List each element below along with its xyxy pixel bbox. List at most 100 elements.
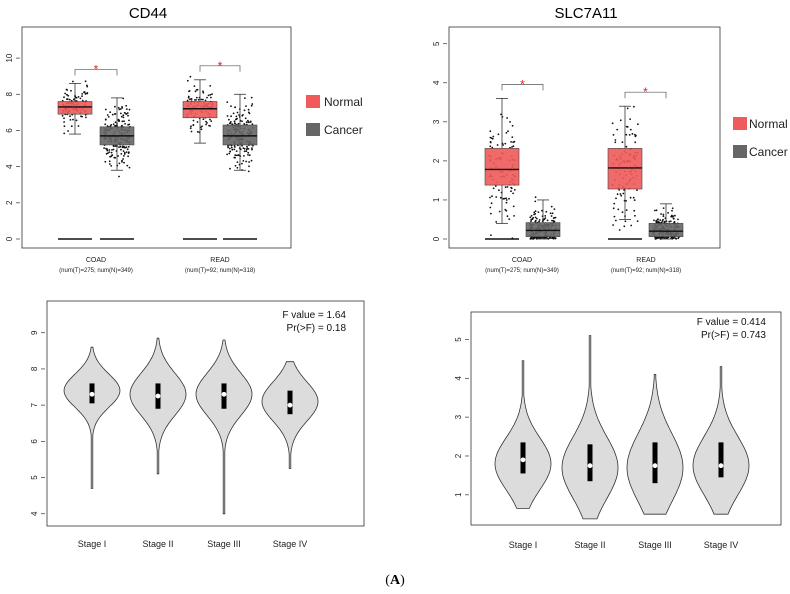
slc7a11-coad-normal-point	[491, 195, 493, 198]
slc7a11-read-normal-point	[636, 220, 639, 223]
slc7a11-read-cancer-point	[654, 209, 656, 212]
cd44-read-normal-point	[200, 98, 203, 101]
slc7a11-plot-frame	[448, 26, 721, 249]
cd44-read-cancer-point	[229, 150, 232, 153]
slc7a11-read-cancer-point	[662, 218, 664, 221]
cd44-read-normal-point	[202, 118, 205, 121]
cd44-read-cancer-point	[250, 159, 253, 162]
cd44-read-cancer-point	[245, 160, 248, 163]
cd44-read-cancer-point	[243, 150, 246, 153]
cd44-coad-cancer-point	[107, 116, 110, 118]
cd44-ytick-label-4: 8	[5, 91, 14, 96]
cd44-read-normal-point	[202, 91, 205, 94]
cd44-legend-cancer-swatch	[306, 123, 320, 136]
slc7a11-coad-cancer-point	[538, 237, 541, 239]
cd44-xsub-read: (num(T)=92; num(N)=318)	[185, 268, 255, 274]
cd44-ytick-label-1: 2	[5, 200, 14, 205]
cd44-read-bracket	[199, 65, 241, 72]
cd44-read-cancer-point	[243, 123, 246, 125]
slc7a11-coad-normal-point	[498, 210, 501, 213]
slc7a11-coad-normal-point	[502, 144, 504, 146]
cd44-coad-cancer-point	[127, 124, 129, 126]
slc7a11-coad-cancer-point	[529, 216, 532, 219]
slc7a11-read-normal-point	[626, 107, 629, 110]
cd44-coad-cancer-point	[125, 151, 128, 154]
slc7a11-read-normal-point	[613, 202, 616, 205]
slc7a11-coad-normal-point	[498, 189, 500, 192]
slc7a11-read-normal-point	[625, 200, 627, 202]
cd44-read-cancer-point	[236, 161, 239, 164]
cd44-read-cancer-point	[247, 170, 250, 173]
cd44-coad-normal-point	[67, 130, 69, 132]
slc7a11-read-normal-point	[625, 145, 628, 148]
slc7a11-coad-normal-point	[511, 146, 513, 148]
cd44-coad-cancer-point	[124, 123, 126, 125]
cd44-ytick-label-2: 4	[5, 164, 14, 169]
cd44-coad-normal-point	[84, 93, 87, 95]
slc7a11-read-normal-point	[629, 196, 632, 199]
cd44-read-cancer-point	[233, 148, 236, 151]
slc7a11-coad-normal-point	[513, 215, 515, 217]
slc7a11-coad-cancer-point	[546, 237, 548, 239]
cd44-coad-cancer-point	[122, 158, 124, 160]
slc7a11-coad-cancer-point	[534, 216, 537, 219]
cd44-read-cancer-point	[247, 148, 250, 150]
cd44-read-cancer-point	[230, 121, 232, 123]
slc7a11-read-normal-point	[625, 209, 628, 212]
slc7a11-coad-cancer-point	[534, 213, 537, 215]
slc7a11-read-bracket	[624, 91, 667, 99]
slc7a11-xlabel-read: READ	[636, 257, 655, 264]
cd44-coad-normal-point	[77, 96, 80, 98]
cd44-violins	[63, 337, 319, 515]
cd44-coad-normal-point	[69, 115, 71, 118]
cd44-coad-cancer-point	[103, 147, 105, 150]
slc7a11-coad-normal-point	[503, 197, 506, 200]
slc7a11-xsub-read: (num(T)=92; num(N)=318)	[611, 268, 681, 274]
slc7a11-violin-stage-4-median-dot	[718, 463, 724, 469]
cd44-coad-normal-point	[63, 117, 65, 120]
cd44-read-cancer-point	[250, 104, 253, 107]
cd44-coad-normal-point	[84, 80, 87, 83]
slc7a11-read-normal-point	[619, 193, 622, 195]
cd44-xsub-coad: (num(T)=275; num(N)=349)	[59, 268, 133, 274]
slc7a11-ytick-label-2: 2	[432, 158, 441, 163]
cd44-violin-ytick-label-5: 9	[30, 330, 39, 335]
slc7a11-coad-normal-point	[496, 144, 499, 146]
slc7a11-read-normal-point	[629, 128, 632, 131]
slc7a11-read-cancer-point	[653, 219, 655, 222]
cd44-read-cancer-point	[250, 96, 253, 99]
slc7a11-read-normal-point	[612, 224, 614, 226]
slc7a11-read-cancer-point	[662, 215, 665, 218]
slc7a11-legend-normal-swatch	[733, 117, 747, 130]
cd44-violin-stage-1-median-dot	[89, 391, 95, 397]
cd44-read-normal-point	[208, 124, 211, 127]
slc7a11-coad-normal-point	[495, 196, 498, 198]
cd44-read-cancer-point	[234, 146, 236, 148]
slc7a11-read-cancer-point	[668, 220, 671, 223]
slc7a11-read-normal-point	[628, 134, 631, 136]
cd44-coad-normal-point	[81, 99, 84, 102]
slc7a11-read-cancer-point	[659, 219, 662, 222]
cd44-coad-cancer-point	[114, 105, 116, 108]
cd44-read-normal-point	[202, 90, 204, 93]
slc7a11-read-cancer-point	[657, 237, 660, 239]
cd44-coad-normal-point	[63, 125, 66, 128]
slc7a11-read-normal-point	[633, 105, 635, 108]
cd44-read-cancer-point	[234, 122, 237, 125]
slc7a11-coad-cancer-point	[551, 212, 554, 215]
cd44-read-cancer-point	[248, 112, 251, 115]
cd44-read-normal-point	[189, 75, 192, 78]
cd44-stage-i-label: Stage I	[78, 539, 107, 549]
cd44-coad-normal-point	[65, 88, 68, 91]
cd44-coad-cancer-point	[123, 161, 125, 164]
cd44-read-cancer-point	[235, 154, 238, 157]
cd44-coad-cancer-point	[127, 152, 130, 155]
cd44-read-cancer-point	[234, 106, 237, 109]
slc7a11-read-normal-point	[624, 220, 627, 223]
cd44-coad-normal-box	[57, 101, 93, 115]
cd44-read-normal-point	[188, 90, 191, 92]
slc7a11-coad-normal-point	[505, 209, 508, 212]
cd44-coad-cancer-point	[119, 108, 122, 110]
slc7a11-read-cancer-point	[673, 221, 675, 224]
cd44-violin-ytick-label-0: 4	[30, 511, 39, 516]
